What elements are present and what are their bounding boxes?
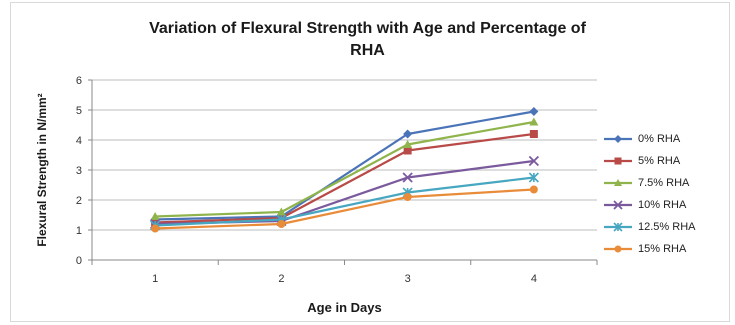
y-axis-title: Flexural Strength in N/mm²	[35, 93, 49, 246]
legend-label: 5% RHA	[638, 155, 681, 167]
legend-swatch	[604, 179, 632, 186]
legend-item: 15% RHA	[603, 238, 728, 260]
data-point	[151, 224, 160, 233]
y-tick-label: 2	[76, 195, 82, 207]
legend-swatch	[604, 157, 632, 165]
data-point	[528, 172, 539, 183]
legend-swatch	[604, 135, 632, 143]
data-point	[277, 220, 286, 228]
y-tick-label: 0	[76, 255, 82, 267]
data-point	[529, 107, 539, 116]
chart-title: Variation of Flexural Strength with Age …	[0, 18, 735, 62]
x-tick-label: 4	[531, 273, 537, 285]
data-point	[403, 193, 412, 201]
legend-swatch	[604, 222, 632, 232]
series-line	[155, 132, 535, 224]
y-tick-label: 6	[76, 75, 82, 87]
legend-marker	[614, 157, 622, 165]
chart-title-line2: RHA	[350, 42, 385, 59]
series-line	[155, 176, 535, 227]
y-tick-label: 1	[76, 225, 82, 237]
legend-label: 15% RHA	[638, 243, 687, 255]
legend-label: 10% RHA	[638, 199, 687, 211]
x-tick-label: 2	[278, 273, 284, 285]
chart-title-line1: Variation of Flexural Strength with Age …	[149, 20, 586, 37]
legend-marker	[614, 179, 622, 186]
data-point	[528, 155, 540, 167]
x-tick-label: 1	[152, 273, 158, 285]
legend-marker	[613, 222, 623, 232]
series-2	[150, 117, 539, 220]
legend-item: 7.5% RHA	[603, 172, 728, 194]
series-line	[155, 188, 534, 230]
legend-label: 7.5% RHA	[638, 177, 690, 189]
series-line	[155, 110, 535, 221]
y-tick-label: 3	[76, 165, 82, 177]
legend-item: 0% RHA	[603, 128, 728, 150]
legend-label: 12.5% RHA	[638, 221, 696, 233]
legend-item: 5% RHA	[603, 150, 728, 172]
legend-marker	[614, 135, 622, 143]
data-point	[276, 207, 286, 216]
x-axis-title: Age in Days	[307, 300, 381, 315]
data-point	[529, 185, 538, 194]
chart-legend: 0% RHA 5% RHA 7.5% RHA 10% RHA 12.5% RHA 15% …	[603, 128, 728, 260]
series-line	[155, 120, 535, 218]
legend-item: 12.5% RHA	[603, 216, 728, 238]
data-point	[403, 140, 413, 148]
legend-label: 0% RHA	[638, 133, 681, 145]
y-tick-label: 4	[76, 135, 82, 147]
data-point	[529, 130, 538, 138]
data-point	[402, 172, 413, 183]
y-tick-label: 5	[76, 105, 82, 117]
legend-swatch	[604, 200, 632, 210]
data-point	[150, 212, 160, 220]
data-point	[403, 129, 413, 139]
series-5	[151, 185, 538, 233]
legend-marker	[613, 200, 623, 210]
x-tick-label: 3	[405, 273, 411, 285]
legend-item: 10% RHA	[603, 194, 728, 216]
data-point	[403, 146, 412, 155]
legend-marker	[614, 245, 622, 253]
legend-swatch	[604, 245, 632, 253]
data-point	[529, 117, 539, 126]
